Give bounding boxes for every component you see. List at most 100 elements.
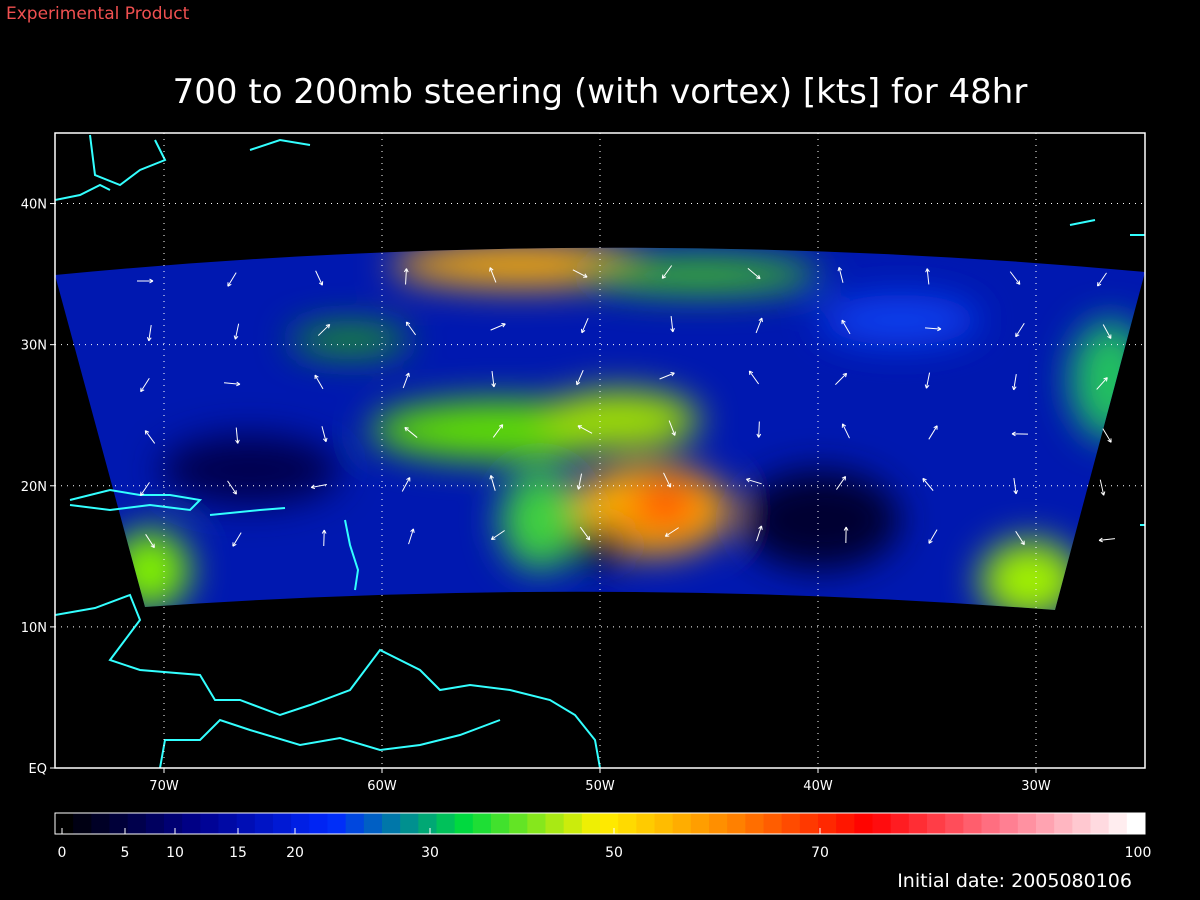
colorbar-box [563,813,583,834]
colorbar-box [1090,813,1110,834]
wind-arrow [490,322,506,331]
wind-arrow [140,378,150,393]
lat-tick-label: 20N [21,480,47,495]
lat-tick-label: 40N [21,198,47,213]
colorbar-box [200,813,219,834]
colorbar-box [600,813,619,834]
wind-arrow [580,317,589,334]
wind-arrow [489,267,497,283]
colorbar-box [545,813,565,834]
wind-arrow [140,482,150,497]
wind-arrow [1015,322,1025,338]
colorbar-box [672,813,692,834]
lat-tick-label: 30N [21,339,47,354]
wind-field [55,247,1145,610]
wind-arrow [661,265,673,279]
wind-arrow [835,372,848,386]
wind-arrow [1011,431,1029,437]
wind-arrow [756,421,762,438]
wind-arrow [841,319,851,335]
lon-tick-label: 30W [1021,779,1051,794]
colorbar-box [709,813,728,834]
wind-arrow [843,526,849,544]
wind-arrow [144,430,156,444]
colorbar-tick-label: 50 [605,845,623,861]
colorbar-box [345,813,365,834]
colorbar-box [1036,813,1055,834]
colorbar-box [291,813,310,834]
lon-tick-label: 50W [585,779,615,794]
colorbar-box [491,813,510,834]
colorbar-tick-label: 100 [1125,845,1152,861]
colorbar-box [818,813,837,834]
wind-arrow [403,268,409,285]
wind-arrow [1011,374,1017,391]
wind-arrow [577,425,593,434]
colorbar-box [1017,813,1037,834]
colorbar-box [109,813,129,834]
colorbar-tick-label: 10 [166,845,184,861]
wind-arrow [1099,479,1106,496]
wind-arrow [321,529,327,547]
lon-tick-label: 70W [149,779,179,794]
colorbar-box [1126,813,1146,834]
colorbar-box [327,813,347,834]
wind-arrow [401,477,411,492]
colorbar-tick-label: 0 [58,845,67,861]
colorbar-box [690,813,710,834]
wind-arrow [1096,377,1108,390]
wind-arrow [836,475,847,490]
colorbar-box [745,813,764,834]
colorbar-box [91,813,110,834]
wind-arrow [756,525,763,542]
wind-arrow [405,321,417,336]
wind-arrow [663,472,672,488]
colorbar-tick-label: 5 [121,845,130,861]
note: Experimental Product [6,4,190,24]
colorbar-box [636,813,655,834]
wind-arrow [575,369,584,386]
wind-arrow [321,426,328,443]
initial-date: Initial date: 2005080106 [897,870,1132,892]
wind-arrow [1102,324,1112,339]
wind-arrow [314,374,324,390]
colorbar-box [182,813,201,834]
wind-arrow [748,370,760,385]
colorbar-box [363,813,383,834]
wind-arrow [841,423,850,439]
wind-arrow [489,474,496,491]
wind-arrow [928,529,938,544]
colorbar-box [454,813,474,834]
colorbar-box [400,813,419,834]
wind-arrow [227,480,237,495]
wind-arrow [925,268,930,285]
wind-arrow [755,317,763,334]
wind-arrow [1096,272,1107,287]
colorbar-box [872,813,892,834]
wind-arrow [223,381,241,387]
wind-arrow [670,315,675,333]
wind-arrow [664,527,679,537]
wind-arrow [404,426,418,438]
colorbar-box [382,813,401,834]
colorbar-box [963,813,982,834]
colorbar-box [127,813,147,834]
colorbar-box [927,813,946,834]
wind-arrow [659,372,675,380]
colorbar-box [145,813,165,834]
colorbar-box [218,813,238,834]
colorbar-box [654,813,674,834]
wind-arrow [402,372,410,389]
lon-tick-label: 40W [803,779,833,794]
lat-tick-label: EQ [29,762,47,777]
colorbar-box [581,813,601,834]
colorbar-box [945,813,964,834]
lon-tick-label: 60W [367,779,397,794]
wind-arrow [745,477,762,485]
colorbar-box [854,813,873,834]
colorbar-box [527,813,546,834]
colorbar-box [164,813,183,834]
wind-arrow [1098,537,1116,543]
